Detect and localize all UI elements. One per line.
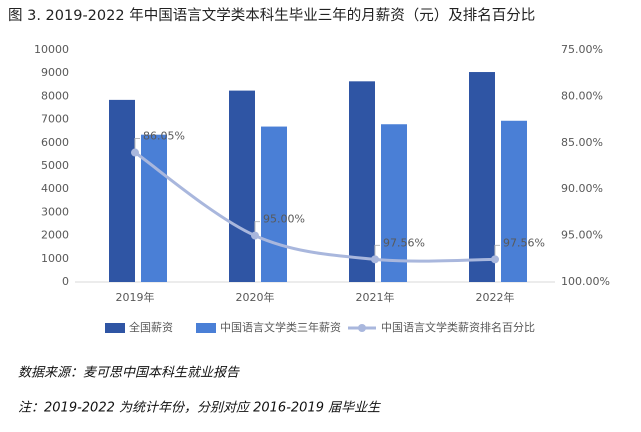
y-tick-label: 8000 [41, 89, 69, 102]
y2-tick-label: 90.00% [561, 182, 603, 195]
x-tick-label: 2019年 [116, 290, 155, 304]
footnote: 注：2019-2022 为统计年份，分别对应 2016-2019 届毕业生 [18, 400, 381, 416]
y-tick-label: 2000 [41, 229, 69, 242]
x-tick-label: 2021年 [356, 290, 395, 304]
bar [261, 126, 287, 282]
y2-tick-label: 95.00% [561, 229, 603, 242]
y-tick-label: 1000 [41, 252, 69, 265]
line-point [251, 231, 259, 240]
line [134, 151, 496, 263]
data-label: 86.05% [143, 130, 185, 143]
x-tick-label: 2022年 [476, 290, 515, 304]
bar [229, 90, 255, 282]
y-tick-label: 0 [62, 275, 69, 288]
y-tick-label: 5000 [41, 159, 69, 172]
line-point [131, 148, 139, 157]
y2-tick-label: 75.00% [561, 43, 603, 56]
label-leader [254, 221, 260, 232]
x-tick-label: 2020年 [236, 290, 275, 304]
y2-tick-label: 85.00% [561, 136, 603, 149]
legend-label: 全国薪资 [129, 320, 173, 334]
bar [349, 81, 375, 282]
legend-marker [358, 324, 366, 332]
legend-label: 中国语言文学类薪资排名百分比 [381, 320, 535, 334]
legend-swatch [196, 323, 216, 333]
bar [381, 124, 407, 283]
label-leader [374, 244, 380, 256]
y-tick-label: 4000 [41, 182, 69, 195]
y2-tick-label: 80.00% [561, 89, 603, 102]
data-label: 97.56% [383, 236, 425, 249]
label-leader [134, 138, 140, 149]
y-tick-label: 9000 [41, 66, 69, 79]
y-tick-label: 7000 [41, 113, 69, 126]
legend-label: 中国语言文学类三年薪资 [220, 320, 341, 334]
y2-tick-label: 100.00% [561, 275, 610, 288]
bar [141, 134, 167, 282]
bar [109, 99, 135, 282]
legend-swatch [105, 323, 125, 333]
chart-title: 图 3. 2019-2022 年中国语言文学类本科生毕业三年的月薪资（元）及排名… [8, 7, 535, 24]
data-label: 95.00% [263, 213, 305, 226]
y-tick-label: 3000 [41, 205, 69, 218]
bar [501, 120, 527, 282]
line-point [371, 255, 379, 264]
line-point [491, 255, 499, 264]
bar [469, 72, 495, 282]
source-note: 数据来源：麦可思中国本科生就业报告 [18, 366, 240, 381]
y-tick-label: 10000 [34, 43, 69, 56]
data-label: 97.56% [503, 236, 545, 249]
label-leader [494, 244, 500, 256]
y-tick-label: 6000 [41, 136, 69, 149]
